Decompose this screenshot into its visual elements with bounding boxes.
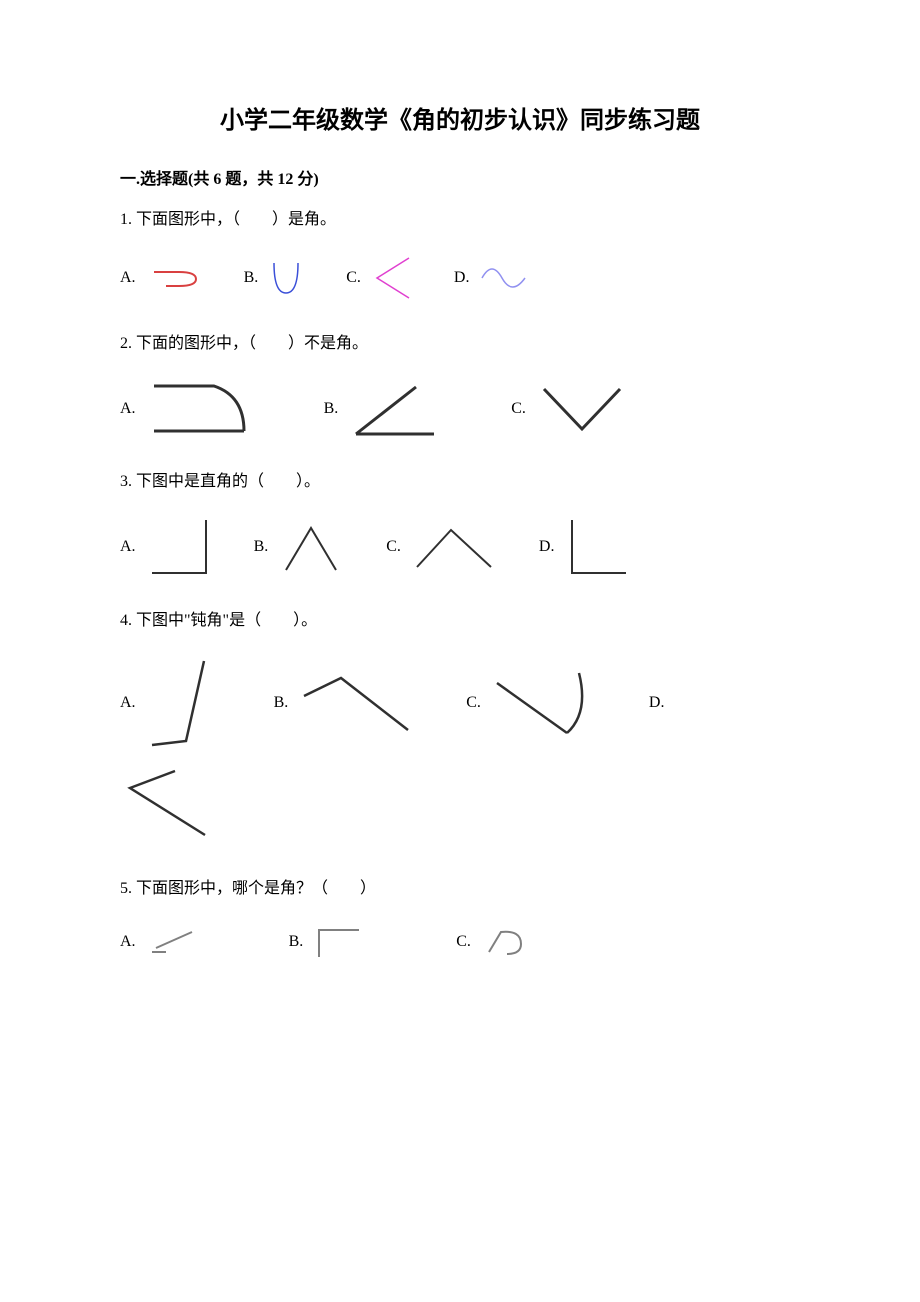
question-5-options: A. B. C.	[120, 922, 800, 962]
option-label: A.	[120, 400, 136, 418]
option-label: B.	[254, 538, 269, 556]
q1-option-d: D.	[454, 258, 533, 298]
obtuse-angle-icon	[296, 668, 416, 738]
q1-option-b: B.	[244, 258, 307, 298]
option-label: A.	[120, 269, 136, 287]
q4-option-d-shape	[120, 763, 800, 848]
section-header: 一.选择题(共 6 题，共 12 分)	[120, 165, 800, 189]
q2-option-c: C.	[511, 381, 629, 436]
option-label: D.	[649, 694, 665, 712]
q1-option-c: C.	[346, 253, 414, 303]
option-label: D.	[539, 538, 555, 556]
short-angle-icon	[144, 924, 199, 959]
acute-angle-left-icon	[120, 763, 215, 843]
q5-option-c: C.	[456, 922, 529, 962]
q3-option-c: C.	[386, 522, 499, 572]
option-label: B.	[274, 694, 289, 712]
right-angle-br-icon	[144, 515, 214, 580]
question-4-options: A. B. C. D.	[120, 653, 800, 848]
line-arc-icon	[489, 663, 599, 743]
option-label: C.	[386, 538, 401, 556]
question-4-text: 4. 下图中"钝角"是（ ）。	[120, 608, 800, 634]
triangle-peak-wide-icon	[409, 522, 499, 572]
option-label: A.	[120, 538, 136, 556]
q3-option-a: A.	[120, 515, 214, 580]
option-label: C.	[511, 400, 526, 418]
q5-option-b: B.	[289, 922, 367, 962]
angle-acute-icon	[346, 379, 441, 439]
option-label: B.	[244, 269, 259, 287]
option-label: A.	[120, 694, 136, 712]
q3-option-d: D.	[539, 515, 633, 580]
right-angle-tl-icon	[311, 922, 366, 962]
right-angle-bl-icon	[562, 515, 632, 580]
v-shape-icon	[534, 381, 629, 436]
quarter-arc-icon	[144, 376, 254, 441]
q4-option-a: A.	[120, 653, 224, 753]
q2-option-b: B.	[324, 379, 442, 439]
question-2-text: 2. 下面的图形中，（ ）不是角。	[120, 331, 800, 357]
triangle-peak-icon	[276, 520, 346, 575]
loop-shape-icon	[479, 922, 529, 962]
option-label: C.	[346, 269, 361, 287]
half-loop-icon	[144, 260, 204, 295]
option-label: B.	[289, 933, 304, 951]
q4-option-d: D.	[649, 694, 673, 712]
q3-option-b: B.	[254, 520, 347, 575]
option-label: A.	[120, 933, 136, 951]
question-2-options: A. B. C.	[120, 376, 800, 441]
option-label: D.	[454, 269, 470, 287]
narrow-angle-up-icon	[144, 653, 224, 753]
question-3-options: A. B. C. D.	[120, 515, 800, 580]
option-label: C.	[466, 694, 481, 712]
option-label: B.	[324, 400, 339, 418]
q4-option-b: B.	[274, 668, 417, 738]
q1-option-a: A.	[120, 260, 204, 295]
u-curve-icon	[266, 258, 306, 298]
question-5-text: 5. 下面图形中，哪个是角？（ ）	[120, 876, 800, 902]
page-title: 小学二年级数学《角的初步认识》同步练习题	[120, 100, 800, 135]
q4-option-c: C.	[466, 663, 599, 743]
question-1-text: 1. 下面图形中，（ ）是角。	[120, 207, 800, 233]
question-1-options: A. B. C. D.	[120, 253, 800, 303]
question-3-text: 3. 下图中是直角的（ ）。	[120, 469, 800, 495]
q5-option-a: A.	[120, 924, 199, 959]
option-label: C.	[456, 933, 471, 951]
q2-option-a: A.	[120, 376, 254, 441]
angle-left-icon	[369, 253, 414, 303]
wave-icon	[477, 258, 532, 298]
